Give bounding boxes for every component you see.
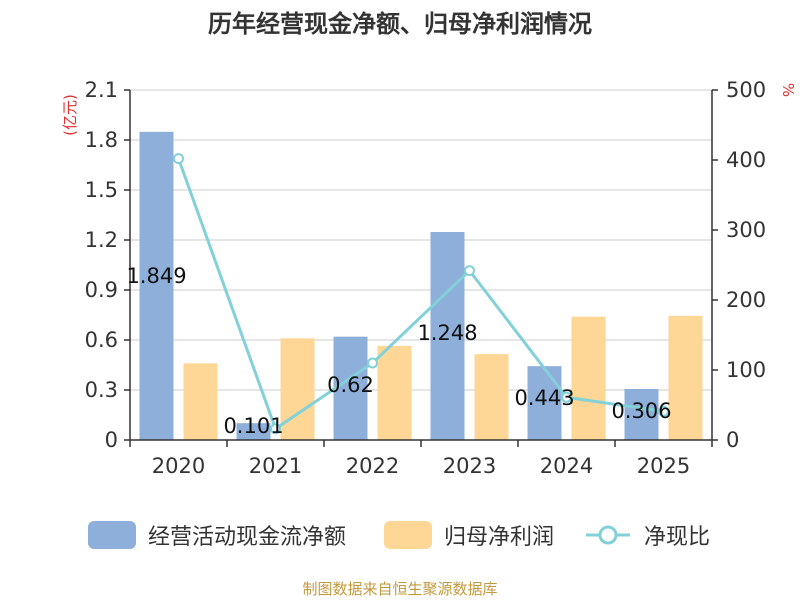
bar-cashflow [333, 336, 368, 440]
legend-label: 净现比 [644, 525, 711, 550]
legend: 经营活动现金流净额 归母净利润 净现比 [0, 515, 800, 555]
bar-cashflow [430, 232, 465, 440]
ratio-point [561, 391, 572, 403]
bar-net-profit [474, 354, 509, 440]
bar-cashflow [236, 423, 271, 440]
bar-net-profit [668, 315, 703, 440]
right-axis-tick-label: 500 [726, 78, 766, 102]
bar-net-profit [571, 316, 606, 440]
legend-label: 经营活动现金流净额 [148, 525, 347, 550]
legend-item-cashflow[interactable]: 经营活动现金流净额 [88, 515, 346, 555]
left-axis-tick-label: 0 [105, 428, 118, 452]
bar-cashflow [624, 389, 659, 440]
right-axis-tick-label: 0 [726, 428, 739, 452]
x-axis-tick-label: 2021 [249, 454, 302, 478]
legend-line-marker-icon [584, 521, 632, 549]
ratio-line-path [177, 158, 664, 432]
x-axis-tick-label: 2022 [346, 454, 399, 478]
ratio-point [367, 357, 378, 369]
x-axis-tick-label: 2020 [152, 454, 205, 478]
bars [139, 131, 703, 441]
ratio-point [464, 265, 475, 277]
right-axis-unit: % [779, 83, 797, 97]
legend-item-net-profit[interactable]: 归母净利润 [384, 515, 554, 555]
left-axis-tick-label: 0.3 [85, 378, 118, 402]
cashflow-data-label: 0.443 [514, 386, 574, 410]
left-axis-tick-label: 1.2 [85, 228, 118, 252]
left-axis-tick-label: 1.8 [85, 128, 118, 152]
left-axis-tick-label: 0.6 [85, 328, 118, 352]
legend-swatch-net-profit [384, 521, 432, 549]
x-axis-tick-label: 2024 [540, 454, 593, 478]
right-axis-tick-label: 400 [726, 148, 766, 172]
cashflow-data-label: 0.306 [611, 399, 671, 423]
legend-label: 归母净利润 [444, 525, 555, 550]
x-axis-tick-label: 2025 [637, 454, 690, 478]
legend-swatch-cashflow [88, 521, 136, 549]
bar-cashflow [139, 131, 174, 441]
cashflow-data-label: 1.248 [417, 321, 477, 345]
data-source-note: 制图数据来自恒生聚源数据库 [302, 580, 498, 598]
right-axis-tick-label: 100 [726, 358, 766, 382]
data-labels: 1.849 0.101 0.62 1.248 0.443 0.306 [126, 264, 671, 438]
cashflow-data-label: 1.849 [126, 264, 186, 288]
legend-item-ratio[interactable]: 净现比 [584, 515, 710, 555]
left-axis-tick-label: 0.9 [85, 278, 118, 302]
bar-net-profit [377, 345, 412, 440]
bar-cashflow [527, 366, 562, 440]
cashflow-data-label: 0.62 [327, 373, 374, 397]
bar-net-profit [183, 363, 218, 440]
ratio-point [658, 405, 669, 417]
ratio-point [173, 153, 184, 165]
left-axis-unit: (亿元) [61, 94, 79, 136]
x-axis-tick-label: 2023 [443, 454, 496, 478]
left-axis-tick-label: 2.1 [85, 78, 118, 102]
right-axis-tick-label: 300 [726, 218, 766, 242]
left-axis-tick-label: 1.5 [85, 178, 118, 202]
bar-net-profit [280, 338, 315, 440]
ratio-point [270, 423, 281, 435]
ratio-line [173, 153, 669, 435]
cashflow-data-label: 0.101 [223, 414, 283, 438]
axes: 0 0.3 0.6 0.9 1.2 1.5 1.8 2.1 0 100 200 300 400 500 (亿… [61, 78, 797, 478]
right-axis-tick-label: 200 [726, 288, 766, 312]
grid-lines [130, 89, 712, 391]
chart-title: 历年经营现金净额、归母净利润情况 [208, 10, 592, 38]
